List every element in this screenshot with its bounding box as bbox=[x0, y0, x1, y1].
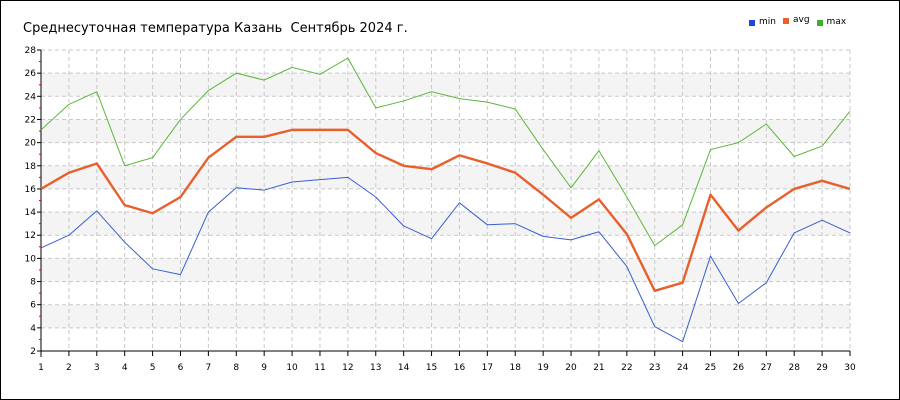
x-tick-label: 24 bbox=[677, 363, 689, 373]
x-tick-label: 14 bbox=[398, 363, 410, 373]
x-tick-label: 12 bbox=[342, 363, 353, 373]
y-tick-label: 16 bbox=[25, 185, 37, 195]
x-tick-label: 28 bbox=[788, 363, 800, 373]
y-tick-label: 10 bbox=[25, 254, 37, 264]
y-tick-label: 14 bbox=[25, 208, 37, 218]
series-line-min bbox=[40, 176, 851, 343]
x-tick-label: 11 bbox=[314, 363, 325, 373]
legend-swatch-min bbox=[749, 20, 755, 26]
grid-band bbox=[41, 212, 850, 236]
legend: min avg max bbox=[749, 15, 847, 27]
y-tick-label: 26 bbox=[25, 69, 37, 79]
x-tick-label: 29 bbox=[816, 363, 828, 373]
x-tick-label: 9 bbox=[261, 363, 267, 373]
x-tick-label: 26 bbox=[733, 363, 745, 373]
grid-band bbox=[41, 119, 850, 143]
y-tick-label: 8 bbox=[30, 278, 36, 288]
y-tick-label: 12 bbox=[25, 231, 36, 241]
y-tick-label: 6 bbox=[30, 301, 36, 311]
x-tick-label: 10 bbox=[286, 363, 298, 373]
x-tick-label: 7 bbox=[206, 363, 212, 373]
y-tick-label: 24 bbox=[25, 92, 37, 102]
x-tick-label: 3 bbox=[94, 363, 100, 373]
series-line-avg bbox=[40, 128, 851, 292]
x-tick-label: 2 bbox=[66, 363, 72, 373]
x-tick-label: 5 bbox=[150, 363, 156, 373]
legend-label-min: min bbox=[759, 17, 776, 27]
legend-label-max: max bbox=[826, 17, 847, 27]
grid-band bbox=[41, 165, 850, 189]
y-tick-label: 20 bbox=[25, 139, 37, 149]
x-tick-label: 15 bbox=[426, 363, 437, 373]
x-tick-label: 21 bbox=[593, 363, 604, 373]
y-tick-label: 2 bbox=[30, 347, 36, 357]
x-tick-label: 4 bbox=[122, 363, 128, 373]
x-tick-label: 13 bbox=[370, 363, 381, 373]
x-tick-label: 19 bbox=[537, 363, 549, 373]
y-tick-label: 28 bbox=[25, 46, 37, 56]
legend-item-min: min bbox=[749, 17, 776, 27]
x-tick-label: 1 bbox=[38, 363, 44, 373]
x-tick-label: 6 bbox=[178, 363, 184, 373]
legend-item-max: max bbox=[816, 17, 847, 27]
legend-swatch-max bbox=[816, 20, 823, 26]
series-line-max bbox=[40, 57, 851, 247]
legend-swatch-avg bbox=[782, 18, 789, 24]
x-tick-label: 30 bbox=[844, 363, 856, 373]
y-tick-label: 18 bbox=[25, 162, 37, 172]
x-tick-label: 25 bbox=[705, 363, 716, 373]
x-tick-label: 18 bbox=[510, 363, 522, 373]
y-tick-label: 4 bbox=[30, 324, 36, 334]
chart-title: Среднесуточная температура Казань Сентяб… bbox=[23, 21, 408, 36]
x-tick-label: 27 bbox=[761, 363, 772, 373]
legend-label-avg: avg bbox=[792, 15, 810, 25]
x-tick-label: 22 bbox=[621, 363, 632, 373]
grid-band bbox=[41, 73, 850, 97]
x-tick-label: 17 bbox=[482, 363, 493, 373]
y-tick-label: 22 bbox=[25, 115, 36, 125]
grid-band bbox=[41, 258, 850, 282]
x-tick-label: 16 bbox=[454, 363, 466, 373]
legend-item-avg: avg bbox=[782, 15, 810, 27]
grid-band bbox=[41, 304, 850, 328]
x-tick-label: 23 bbox=[649, 363, 660, 373]
x-tick-label: 8 bbox=[233, 363, 239, 373]
x-tick-label: 20 bbox=[565, 363, 577, 373]
